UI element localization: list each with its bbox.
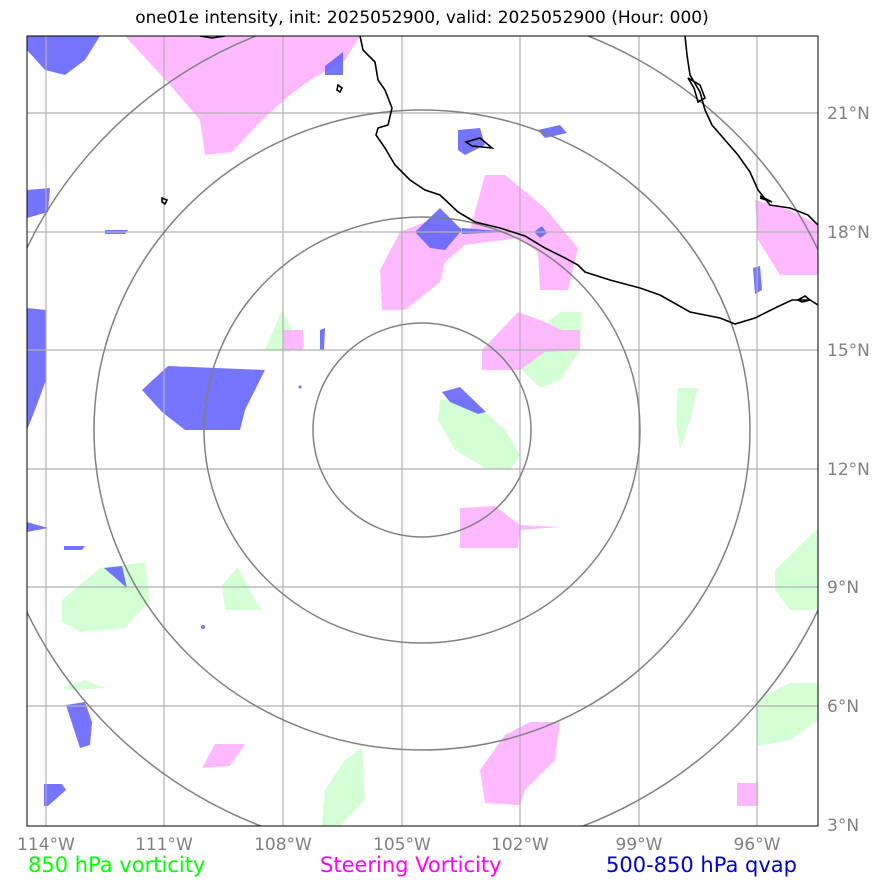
range-ring-1 [312, 322, 532, 538]
lat-tick-label: 3°N [827, 816, 859, 836]
lat-tick-label: 12°N [827, 460, 870, 480]
vorticity-patch [438, 398, 520, 470]
qvap-patch [64, 546, 85, 550]
qvap-patch [325, 52, 343, 75]
steering-patch [125, 36, 360, 155]
lon-tick-labels: 114°W 111°W 108°W 105°W 102°W 99°W 96°W [17, 835, 781, 855]
legend-vorticity-850: 850 hPa vorticity [28, 853, 206, 877]
qvap-patch [442, 387, 486, 414]
range-ring-2 [203, 216, 641, 644]
steering-patch [755, 200, 818, 275]
lon-tick-label: 102°W [491, 835, 549, 855]
qvap-patch [44, 784, 66, 806]
map-frame [26, 35, 819, 827]
qvap-patch [27, 308, 46, 430]
lon-tick-label: 111°W [135, 835, 193, 855]
qvap-patch [66, 702, 92, 748]
vorticity-patch [676, 388, 698, 450]
vorticity-patch [322, 748, 365, 826]
qvap-patch [142, 366, 265, 430]
map-title: one01e intensity, init: 2025052900, vali… [135, 8, 709, 28]
qvap-patch [298, 385, 302, 389]
coastline [161, 36, 818, 325]
qvap-patch [458, 128, 485, 155]
lon-tick-label: 114°W [17, 835, 75, 855]
lat-tick-labels: 21°N 18°N 15°N 12°N 9°N 6°N 3°N [827, 104, 870, 836]
vorticity-patch [62, 562, 150, 632]
vorticity-patch [755, 683, 818, 746]
steering-patch [283, 330, 303, 350]
lat-tick-label: 18°N [827, 223, 870, 243]
lat-tick-label: 21°N [827, 104, 870, 124]
qvap-patch [27, 522, 48, 532]
range-ring-3 [93, 109, 751, 751]
legend-steering-vorticity: Steering Vorticity [320, 853, 502, 877]
vorticity-patch [62, 680, 105, 690]
steering-patch [482, 312, 580, 370]
qvap-patch [104, 566, 127, 588]
vorticity-patch [775, 528, 818, 610]
lon-tick-label: 96°W [734, 835, 781, 855]
qvap-patch [320, 328, 325, 350]
qvap-patch [201, 625, 205, 629]
steering-patch [737, 783, 758, 806]
lat-tick-label: 9°N [827, 578, 859, 598]
steering-patch [460, 506, 560, 548]
qvap-patch [538, 125, 567, 138]
lon-tick-label: 105°W [373, 835, 431, 855]
range-rings [27, 36, 818, 826]
lat-tick-label: 6°N [827, 697, 859, 717]
range-ring-4 [27, 36, 818, 826]
lat-tick-label: 15°N [827, 341, 870, 361]
steering-patch [202, 744, 245, 768]
steering-vorticity-layer [125, 36, 818, 806]
vorticity-850-layer [62, 310, 818, 826]
vorticity-patch [222, 567, 262, 610]
qvap-layer [27, 36, 762, 806]
lon-tick-label: 99°W [616, 835, 663, 855]
steering-patch [380, 175, 578, 310]
qvap-patch [27, 188, 50, 218]
graticule [27, 36, 818, 826]
lon-tick-label: 108°W [254, 835, 312, 855]
qvap-patch [27, 36, 100, 75]
legend-qvap: 500-850 hPa qvap [606, 853, 797, 877]
